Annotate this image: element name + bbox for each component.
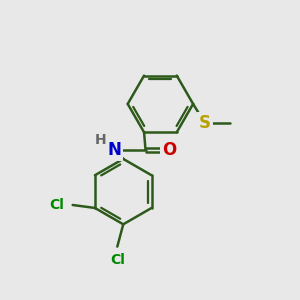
Text: S: S [199, 114, 211, 132]
Text: N: N [107, 141, 121, 159]
Text: Cl: Cl [110, 253, 125, 266]
Text: H: H [94, 133, 106, 147]
Text: Cl: Cl [49, 198, 64, 212]
Text: O: O [162, 141, 176, 159]
